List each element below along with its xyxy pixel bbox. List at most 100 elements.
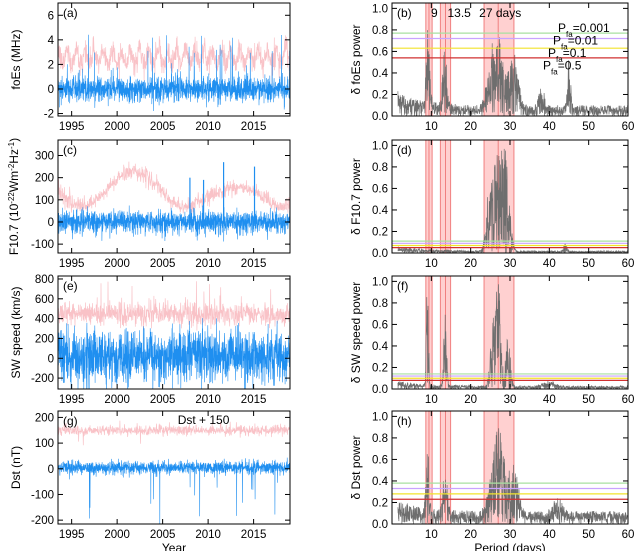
pfa-label-2: Pfa=0.1 — [548, 46, 587, 64]
panel-label-f: (f) — [397, 279, 408, 293]
ytick-label-b-0: 0.0 — [372, 111, 388, 123]
ytick-label-e-5: 800 — [35, 274, 54, 286]
series-raw-c — [58, 161, 290, 215]
xtick-label-a-4: 2015 — [241, 121, 267, 133]
series-raw-g — [58, 420, 290, 446]
xtick-label-d-1: 20 — [464, 258, 477, 270]
ytick-label-g-2: 0 — [48, 464, 54, 476]
y-axis-label-h: δ Dst power — [349, 435, 363, 499]
ytick-label-h-5: 1.0 — [372, 411, 388, 423]
ytick-label-h-0: 0.0 — [372, 519, 388, 531]
xtick-label-a-0: 1995 — [59, 121, 85, 133]
pfa-label-sub-0: fa — [566, 30, 573, 39]
pfa-label-p-2: P — [548, 46, 556, 60]
ytick-label-f-3: 0.6 — [372, 319, 388, 331]
series-residual-c — [58, 205, 290, 242]
xtick-label-b-0: 10 — [425, 121, 438, 133]
y-axis-label-c-part-2: Wm — [7, 171, 21, 192]
pfa-label-value-2: =0.1 — [563, 46, 587, 60]
xtick-label-c-4: 2015 — [241, 258, 267, 270]
x-axis-label-h: Period (days) — [474, 541, 545, 551]
ytick-label-d-3: 0.6 — [372, 183, 388, 195]
pfa-label-value-1: =0.01 — [568, 34, 599, 48]
spectrum-trace-b — [397, 30, 628, 116]
pfa-label-3: Pfa=0.5 — [543, 59, 582, 77]
xtick-label-h-1: 20 — [464, 529, 477, 541]
xtick-label-f-1: 20 — [464, 394, 477, 406]
spectrum-trace-h — [397, 428, 628, 524]
xtick-label-g-3: 2010 — [195, 529, 221, 541]
ytick-label-e-1: 0 — [48, 353, 54, 365]
band-label-b-1: 13.5 — [447, 6, 471, 20]
ytick-label-d-5: 1.0 — [372, 140, 388, 152]
ytick-label-a-2: 2 — [48, 59, 54, 71]
xtick-label-b-3: 40 — [543, 121, 556, 133]
xtick-label-a-3: 2010 — [195, 121, 221, 133]
ytick-label-e-3: 400 — [35, 314, 54, 326]
ytick-label-c-2: 100 — [35, 195, 54, 207]
ytick-label-c-3: 200 — [35, 173, 54, 185]
series-residual-e — [58, 318, 290, 389]
axes-c: 1995 2000 2005 2010 2015 -100 0 100 200 300 (c) — [31, 139, 291, 270]
xtick-label-g-2: 2005 — [150, 529, 176, 541]
ytick-label-d-2: 0.4 — [372, 205, 389, 217]
pfa-label-0: Pfa=0.001 — [558, 21, 610, 39]
pfa-label-sub-2: fa — [556, 55, 563, 64]
series-residual-a — [58, 34, 290, 112]
y-axis-label-c-part-6: ) — [7, 138, 21, 142]
xtick-label-d-3: 40 — [543, 258, 556, 270]
panel-label-c: (c) — [63, 143, 77, 157]
frame-e — [57, 275, 291, 390]
frame-f — [391, 275, 629, 390]
y-axis-label-c-part-3: -2 — [7, 163, 16, 171]
xtick-label-d-5: 60 — [622, 258, 635, 270]
y-axis-label-c-part-1: -22 — [7, 192, 16, 204]
xtick-label-f-4: 50 — [582, 394, 595, 406]
ytick-label-h-1: 0.2 — [372, 497, 388, 509]
band-label-b-2: 27 days — [479, 6, 521, 20]
xtick-label-h-2: 30 — [504, 529, 517, 541]
ytick-label-f-0: 0.0 — [372, 384, 388, 396]
pfa-label-sub-1: fa — [561, 42, 568, 51]
xtick-label-c-1: 2000 — [104, 258, 130, 270]
ytick-label-a-4: 6 — [48, 10, 54, 22]
panel-label-b: (b) — [397, 6, 412, 20]
pfa-label-p-3: P — [543, 59, 551, 73]
pfa-label-p-1: P — [553, 34, 561, 48]
frame-a — [57, 2, 291, 117]
xtick-label-f-5: 60 — [622, 394, 635, 406]
xtick-label-g-0: 1995 — [59, 529, 85, 541]
annotation-g: Dst + 150 — [178, 413, 230, 427]
x-axis-label-g: Year — [162, 541, 186, 551]
xtick-label-b-1: 20 — [464, 121, 477, 133]
pfa-label-p-0: P — [558, 21, 566, 35]
frame-d — [391, 139, 629, 254]
ytick-label-b-2: 0.4 — [372, 68, 389, 80]
ytick-label-a-0: -2 — [44, 109, 54, 121]
panel-label-h: (h) — [397, 414, 412, 428]
ytick-label-c-0: -100 — [31, 239, 54, 251]
axes-b: 10 20 30 40 50 60 0.0 0.2 0.4 0.6 0.8 1.0 (b) — [372, 2, 634, 133]
xtick-label-a-2: 2005 — [150, 121, 176, 133]
pfa-label-value-3: =0.5 — [558, 59, 582, 73]
spectrum-trace-f — [397, 284, 628, 389]
ytick-label-f-2: 0.4 — [372, 341, 389, 353]
frame-b — [391, 2, 629, 117]
axes-e: 1995 2000 2005 2010 2015 -200 0 200 400 600 800 (e) — [31, 274, 291, 406]
frame-h — [391, 410, 629, 525]
xtick-label-d-4: 50 — [582, 258, 595, 270]
ytick-label-c-4: 300 — [35, 151, 54, 163]
xtick-label-h-0: 10 — [425, 529, 438, 541]
panel-label-e: (e) — [63, 279, 78, 293]
xtick-label-e-1: 2000 — [104, 394, 130, 406]
ytick-label-g-3: 100 — [35, 438, 54, 450]
ytick-label-h-2: 0.4 — [372, 476, 389, 488]
xtick-label-g-1: 2000 — [104, 529, 130, 541]
xtick-label-d-0: 10 — [425, 258, 438, 270]
xtick-label-g-4: 2015 — [241, 529, 267, 541]
ytick-label-e-0: -200 — [31, 373, 54, 385]
panel-label-a: (a) — [63, 6, 78, 20]
ytick-label-g-0: -200 — [31, 515, 54, 527]
series-raw-e — [58, 281, 290, 331]
